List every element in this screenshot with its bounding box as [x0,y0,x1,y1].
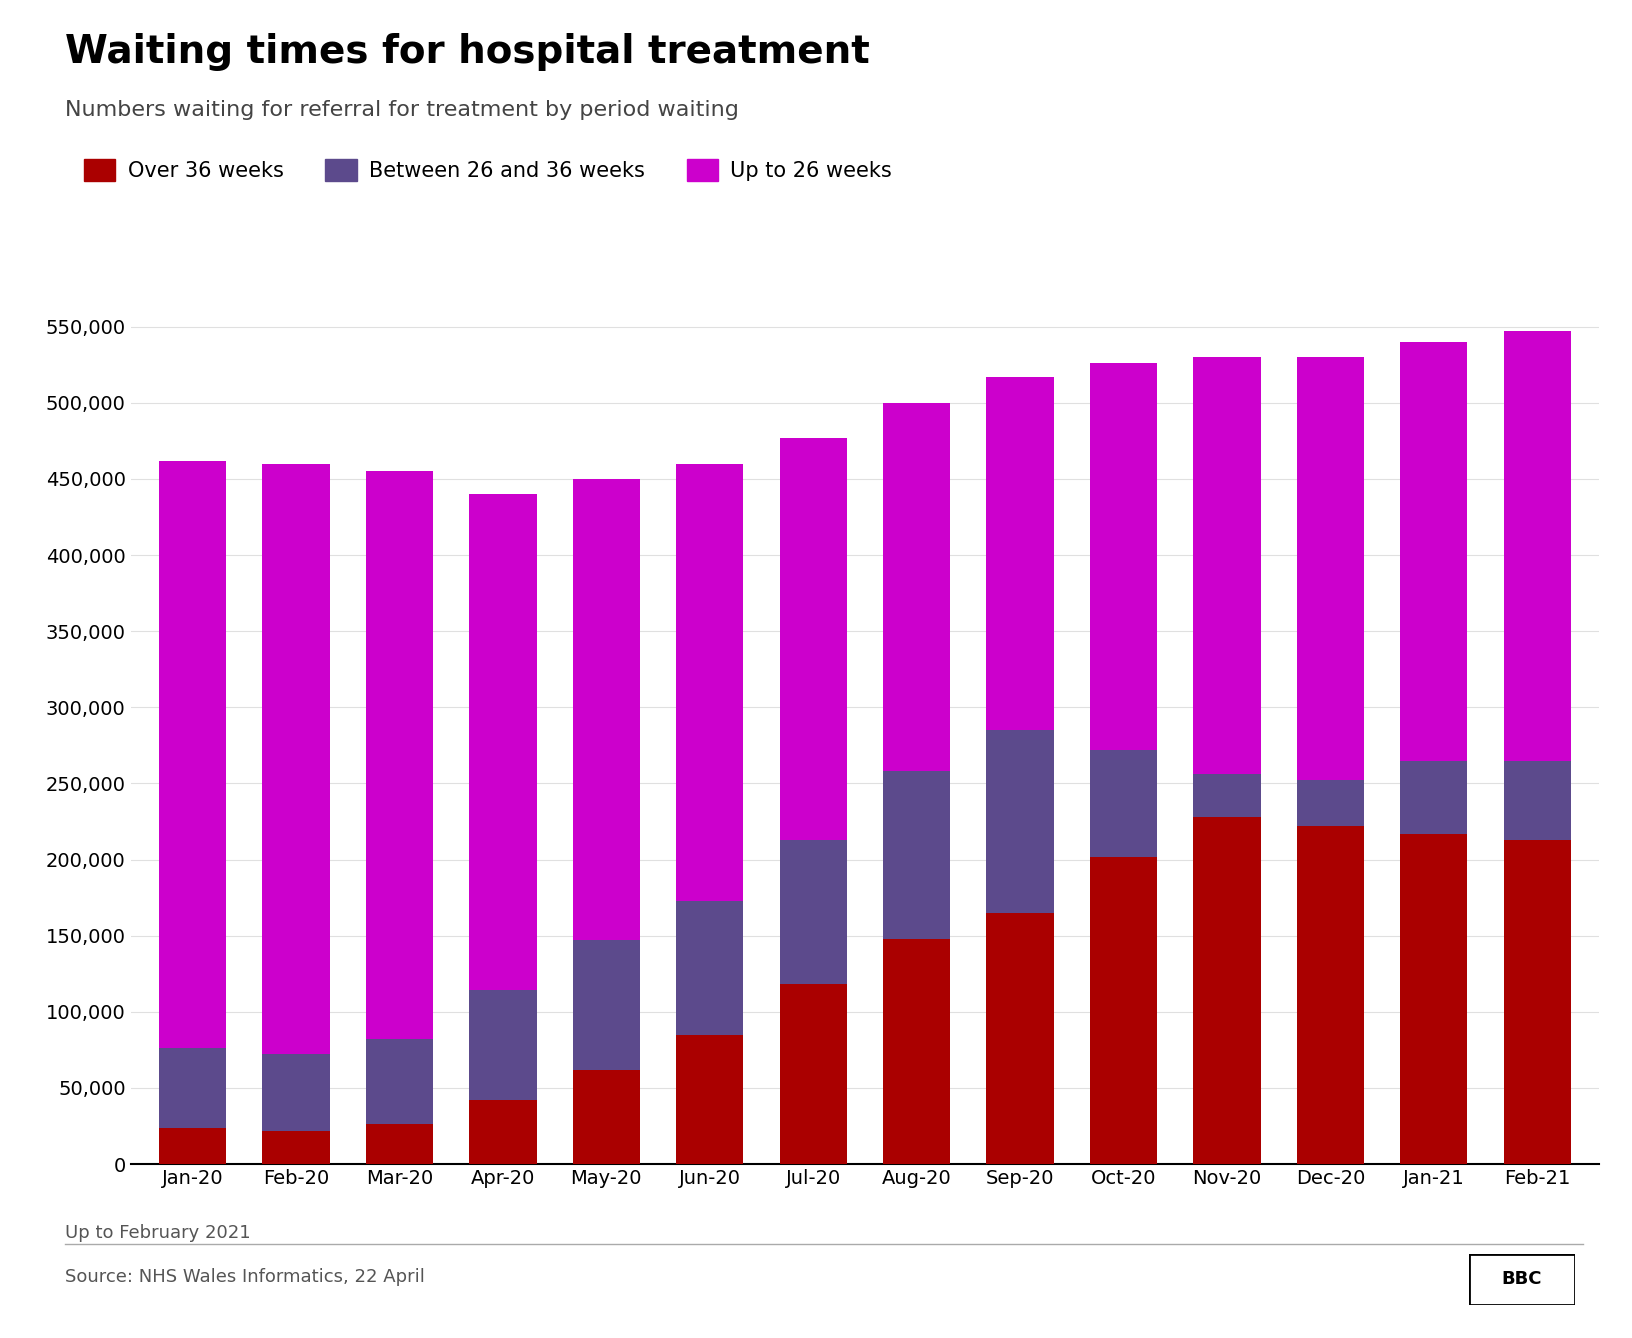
FancyBboxPatch shape [1469,1254,1575,1305]
Bar [470,494,537,990]
Legend: Over 36 weeks, Between 26 and 36 weeks, Up to 26 weeks: Over 36 weeks, Between 26 and 36 weeks, … [75,151,901,189]
Bar [883,771,950,939]
Bar [676,1034,744,1164]
Bar [1090,856,1157,1164]
Bar [158,460,227,1049]
Bar [780,438,847,840]
Bar [1503,840,1572,1164]
Bar [263,1131,330,1164]
Bar [780,985,847,1164]
Bar [573,941,640,1069]
Bar [366,471,432,1040]
Bar [263,464,330,1054]
Bar [470,990,537,1100]
Bar [366,1124,432,1164]
Bar [883,403,950,771]
Bar [1297,780,1364,826]
Bar [1400,834,1467,1164]
Bar [573,479,640,941]
Bar [986,377,1054,731]
Bar [676,900,744,1034]
Text: Waiting times for hospital treatment: Waiting times for hospital treatment [65,33,870,71]
Bar [366,1040,432,1124]
Bar [986,731,1054,913]
Bar [158,1128,227,1164]
Bar [1090,363,1157,749]
Text: Numbers waiting for referral for treatment by period waiting: Numbers waiting for referral for treatme… [65,100,739,120]
Text: Up to February 2021: Up to February 2021 [65,1224,251,1242]
Bar [1193,357,1260,775]
Bar [780,840,847,985]
Bar [986,913,1054,1164]
Bar [1297,357,1364,780]
Bar [883,939,950,1164]
Bar [1503,760,1572,840]
Bar [676,464,744,900]
Bar [470,1100,537,1164]
Text: BBC: BBC [1501,1270,1542,1288]
Bar [1400,760,1467,834]
Bar [158,1049,227,1128]
Bar [1193,775,1260,818]
Bar [1503,332,1572,760]
Bar [1400,343,1467,760]
Text: Source: NHS Wales Informatics, 22 April: Source: NHS Wales Informatics, 22 April [65,1268,426,1286]
Bar [1297,826,1364,1164]
Bar [1090,749,1157,856]
Bar [263,1054,330,1131]
Bar [1193,818,1260,1164]
Bar [573,1069,640,1164]
